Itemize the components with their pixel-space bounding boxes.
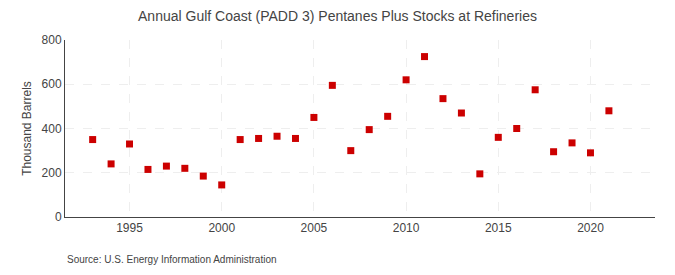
svg-text:800: 800: [42, 33, 62, 47]
svg-text:2015: 2015: [485, 221, 512, 235]
svg-text:400: 400: [42, 122, 62, 136]
svg-text:200: 200: [42, 166, 62, 180]
svg-text:2020: 2020: [577, 221, 604, 235]
svg-text:600: 600: [42, 77, 62, 91]
svg-text:2000: 2000: [208, 221, 235, 235]
svg-text:2005: 2005: [301, 221, 328, 235]
svg-text:Source: U.S. Energy Informatio: Source: U.S. Energy Information Administ…: [67, 254, 277, 265]
svg-text:0: 0: [55, 210, 62, 224]
svg-text:Thousand Barrels: Thousand Barrels: [20, 81, 34, 176]
svg-text:2010: 2010: [393, 221, 420, 235]
svg-text:1995: 1995: [116, 221, 143, 235]
svg-text:Annual Gulf Coast (PADD 3) Pen: Annual Gulf Coast (PADD 3) Pentanes Plus…: [138, 8, 537, 24]
